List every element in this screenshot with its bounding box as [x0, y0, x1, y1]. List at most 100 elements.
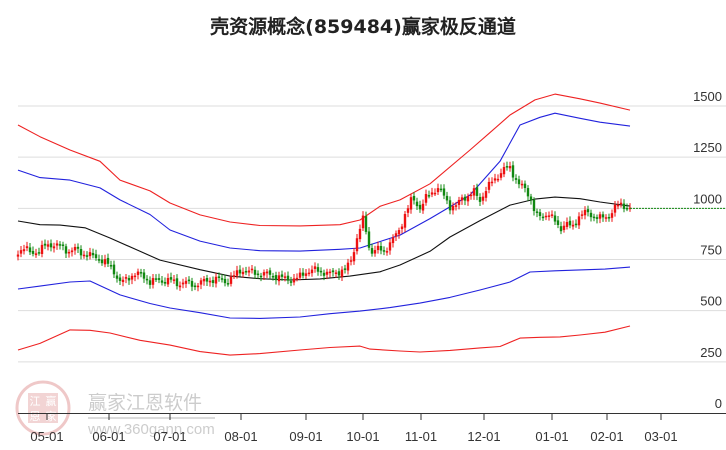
candle-body	[463, 196, 467, 201]
candle-body	[592, 216, 596, 219]
candle-body	[262, 272, 266, 276]
candle-body	[310, 269, 314, 274]
y-tick-label: 1250	[693, 140, 722, 155]
candle-body	[556, 220, 560, 225]
upper_outer-line	[17, 93, 631, 227]
candle-body	[349, 260, 353, 262]
candle-body	[535, 211, 539, 213]
candle-body	[412, 195, 416, 201]
candle-body	[304, 273, 308, 276]
channel-bands	[17, 93, 631, 356]
candle-body	[487, 181, 491, 190]
candle-body	[82, 254, 86, 257]
candle-body	[205, 277, 209, 282]
candle-body	[154, 278, 158, 280]
candle-body	[232, 275, 236, 277]
lower_outer-line	[17, 325, 631, 356]
candle-body	[439, 188, 443, 191]
candle-body	[607, 217, 611, 219]
candle-body	[406, 208, 410, 213]
candle-body	[364, 216, 368, 232]
candle-body	[475, 187, 479, 196]
candle-body	[559, 226, 563, 232]
candle-body	[625, 207, 629, 210]
candle-body	[340, 269, 344, 277]
candle-body	[151, 278, 155, 285]
candle-body	[253, 269, 257, 275]
candle-body	[178, 285, 182, 288]
watermark-logo-char: 赢	[46, 394, 57, 408]
watermark-logo-box	[28, 393, 58, 423]
candle-body	[481, 196, 485, 201]
candle-body	[226, 283, 230, 285]
candlesticks	[16, 161, 726, 292]
candle-body	[307, 272, 311, 275]
candle-body	[613, 204, 617, 213]
candle-body	[346, 262, 350, 271]
candle-body	[343, 268, 347, 270]
candle-body	[283, 276, 287, 278]
candle-body	[169, 277, 173, 280]
watermark-logo-char: 恩	[30, 410, 41, 423]
candle-body	[46, 244, 50, 247]
candle-body	[445, 195, 449, 201]
candle-body	[424, 194, 428, 203]
candle-body	[496, 178, 500, 181]
candle-body	[403, 213, 407, 228]
candle-body	[490, 181, 494, 184]
candle-body	[571, 224, 575, 227]
candle-body	[466, 196, 470, 202]
candle-body	[214, 276, 218, 284]
candle-body	[52, 246, 56, 249]
candle-body	[526, 188, 530, 197]
candle-body	[166, 278, 170, 285]
candle-body	[235, 270, 239, 276]
candle-body	[208, 280, 212, 283]
candle-body	[511, 165, 515, 178]
candle-body	[184, 280, 188, 284]
candle-body	[85, 255, 89, 257]
candle-body	[43, 243, 47, 246]
x-tick-label: 12-01	[467, 429, 500, 444]
candle-body	[115, 275, 119, 279]
candle-body	[196, 285, 200, 288]
upper_inner-line	[17, 112, 631, 252]
candle-body	[595, 217, 599, 219]
candle-body	[22, 249, 26, 252]
candle-body	[331, 270, 335, 273]
candle-body	[76, 246, 80, 249]
candle-body	[319, 270, 323, 273]
candle-body	[370, 248, 374, 254]
lower_inner-line	[17, 266, 631, 319]
candle-body	[367, 231, 371, 248]
candle-body	[328, 271, 332, 274]
watermark-url: www.360gann.com	[87, 421, 215, 438]
candle-body	[292, 278, 296, 283]
candle-body	[442, 188, 446, 196]
x-tick-label: 11-01	[405, 429, 437, 444]
y-axis: 0 250 500 750 1000 1250 1500	[693, 89, 722, 411]
x-tick-label: 05-01	[30, 429, 63, 444]
candle-body	[286, 275, 290, 281]
candle-body	[436, 188, 440, 193]
candle-body	[619, 202, 623, 205]
candle-body	[448, 200, 452, 211]
candle-body	[61, 244, 65, 246]
candle-body	[361, 215, 365, 229]
candle-body	[127, 278, 131, 281]
candle-body	[388, 242, 392, 251]
middle-line	[17, 196, 631, 281]
candle-body	[604, 217, 608, 219]
candle-body	[523, 183, 527, 189]
candle-body	[67, 251, 71, 254]
watermark-brand: 赢家江恩软件	[88, 392, 202, 414]
candle-body	[142, 272, 146, 279]
candle-body	[472, 188, 476, 196]
candle-body	[427, 195, 431, 197]
candle-body	[16, 254, 20, 257]
candle-body	[316, 267, 320, 272]
watermark: 江赢恩 家 赢家江恩软件 www.360gann.com	[15, 380, 215, 438]
y-tick-label: 500	[700, 294, 722, 309]
watermark-logo-ring	[15, 380, 71, 436]
